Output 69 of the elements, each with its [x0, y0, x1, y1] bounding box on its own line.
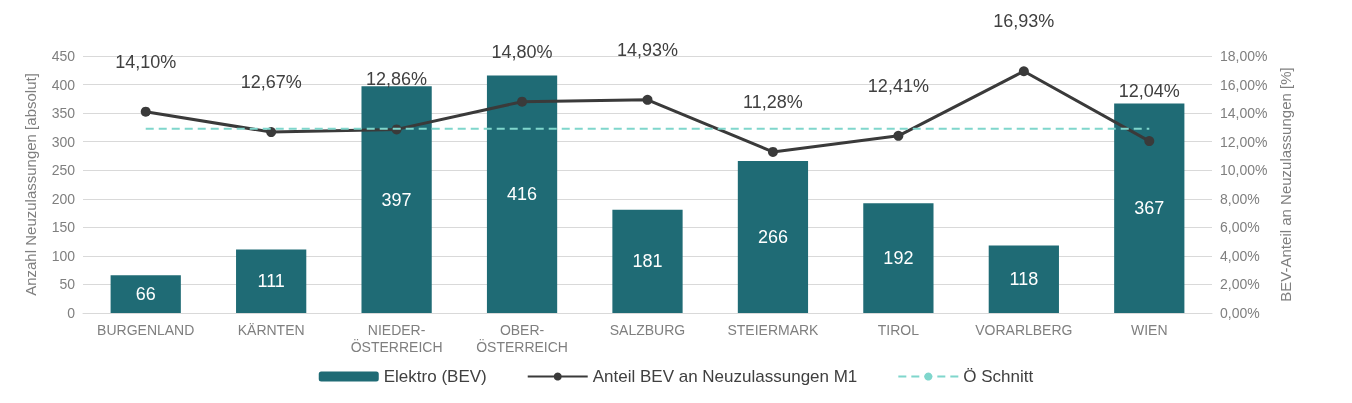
- y-tick-label: 350: [51, 105, 76, 122]
- data-label: 14,80%: [491, 41, 553, 62]
- y2-tick-label: 0,00%: [1220, 305, 1260, 321]
- y-tick-label: 100: [51, 247, 76, 264]
- bar: [361, 86, 432, 313]
- point: [266, 127, 277, 138]
- y-tick-label: 250: [51, 162, 76, 179]
- point: [893, 130, 904, 141]
- data-label: 16,93%: [993, 11, 1055, 32]
- bar: [612, 209, 683, 313]
- x-tick-label: WIEN: [1131, 321, 1168, 338]
- data-label: 12,86%: [366, 69, 428, 90]
- y-tick-label: 400: [51, 76, 76, 93]
- y2-tick-label: 12,00%: [1220, 133, 1268, 150]
- point: [642, 94, 653, 105]
- bar: [737, 161, 809, 313]
- bar: [486, 75, 558, 313]
- x-tick-label: SALZBURG: [609, 321, 686, 338]
- data-label: 12,41%: [867, 75, 929, 96]
- x-tick-label: KÄRNTEN: [237, 321, 305, 338]
- bar: [988, 245, 1059, 313]
- data-label: 181: [632, 251, 663, 272]
- y-tick-label: 300: [51, 133, 76, 150]
- data-label: 397: [381, 189, 412, 210]
- legend-label: Anteil BEV an Neuzulassungen M1: [592, 367, 858, 386]
- data-label: 12,04%: [1118, 81, 1180, 102]
- y-tick-label: 150: [51, 219, 76, 236]
- legend-label: Ö Schnitt: [963, 367, 1034, 386]
- y-tick-label: 450: [51, 48, 76, 64]
- data-label: 14,93%: [616, 39, 679, 60]
- y-tick-label: 50: [59, 276, 76, 293]
- data-label: 416: [507, 184, 538, 205]
- y2-tick-label: 16,00%: [1220, 76, 1268, 93]
- y2-tick-label: 18,00%: [1220, 48, 1268, 64]
- bar: [110, 275, 181, 313]
- y2-tick-label: 10,00%: [1220, 162, 1268, 179]
- data-label: 11,28%: [743, 91, 803, 112]
- bar: [236, 249, 307, 313]
- legend-label: Elektro (BEV): [383, 367, 487, 386]
- point: [1018, 66, 1029, 77]
- y2-axis-title: BEV-Anteil an Neuzulassungen [%]: [1277, 67, 1295, 302]
- data-label: 111: [257, 271, 285, 292]
- y2-tick-label: 8,00%: [1220, 190, 1260, 207]
- x-tick-label: NIEDER- ÖSTERREICH: [350, 321, 443, 355]
- x-tick-label: VORARLBERG: [975, 321, 1073, 338]
- x-tick-label: OBER- ÖSTERREICH: [476, 321, 568, 355]
- data-label: 66: [135, 284, 156, 305]
- point: [517, 96, 528, 107]
- point: [1144, 136, 1155, 147]
- y-tick-label: 0: [67, 305, 76, 321]
- x-tick-label: STEIERMARK: [727, 321, 820, 338]
- data-label: 12,67%: [240, 72, 302, 93]
- data-label: 118: [1009, 269, 1039, 290]
- data-label: 192: [883, 248, 914, 269]
- bar: [863, 203, 934, 313]
- x-tick-label: TIROL: [877, 321, 920, 338]
- data-label: 266: [757, 227, 788, 248]
- y2-tick-label: 4,00%: [1220, 247, 1260, 264]
- bar: [1114, 103, 1185, 313]
- point: [140, 106, 151, 117]
- y-tick-label: 200: [51, 190, 76, 207]
- data-label: 14,10%: [115, 51, 177, 72]
- point: [767, 146, 778, 157]
- x-tick-label: BURGENLAND: [97, 321, 195, 338]
- y-axis-title: Anzahl Neuzulassungen [absolut]: [22, 73, 39, 296]
- y2-tick-label: 6,00%: [1220, 219, 1260, 236]
- y2-tick-label: 2,00%: [1220, 276, 1260, 293]
- y2-tick-label: 14,00%: [1220, 105, 1268, 122]
- data-label: 367: [1134, 198, 1165, 219]
